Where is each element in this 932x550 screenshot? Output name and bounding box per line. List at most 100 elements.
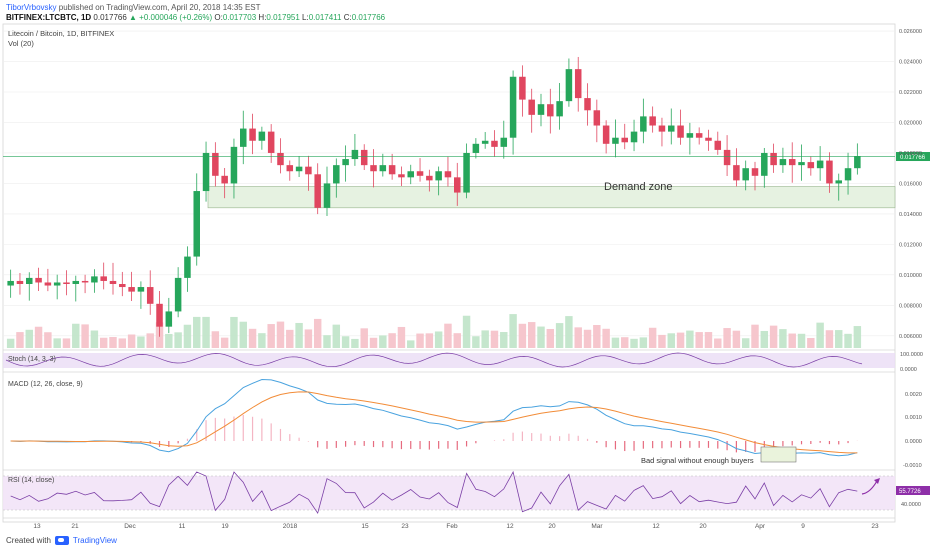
volume-bar xyxy=(295,322,303,348)
candle-body xyxy=(119,284,126,288)
candle-body xyxy=(63,282,70,284)
symbol-name: BITFINEX:LTCBTC, 1D xyxy=(6,13,92,22)
volume-bars xyxy=(6,314,862,348)
candle-body xyxy=(146,287,154,304)
candle-body xyxy=(547,104,554,117)
candle-body xyxy=(602,125,610,144)
price-tick-label: 0.016000 xyxy=(899,181,922,187)
macd-series xyxy=(10,378,858,457)
time-tick-label: Dec xyxy=(124,523,136,530)
price-tick-label: 0.026000 xyxy=(899,29,922,35)
volume-bar xyxy=(230,316,238,348)
price-tick-label: 0.018000 xyxy=(899,151,922,157)
volume-bar xyxy=(248,328,257,348)
time-tick-label: 20 xyxy=(699,523,707,530)
last-price-line: 0.017766 xyxy=(3,152,930,162)
volume-bar xyxy=(695,332,703,348)
candle-body xyxy=(53,282,61,286)
volume-bar xyxy=(34,326,43,348)
rsi-value-tag xyxy=(896,486,930,495)
volume-bar xyxy=(853,326,862,348)
last-price: 0.017766 xyxy=(93,13,127,22)
volume-bar xyxy=(332,324,341,348)
volume-bar xyxy=(379,335,387,348)
time-tick-label: 11 xyxy=(179,523,186,530)
volume-bar xyxy=(239,321,247,348)
stoch-label: Stoch (14, 3, 3) xyxy=(8,356,56,363)
candle-body xyxy=(779,159,787,166)
volume-bar xyxy=(537,326,545,348)
time-tick-label: 13 xyxy=(33,523,41,530)
price-change: ▲ +0.000046 (+0.26%) xyxy=(129,13,213,22)
candle-body xyxy=(649,116,656,126)
volume-bar xyxy=(807,337,815,348)
volume-bar xyxy=(630,338,638,348)
volume-bar xyxy=(44,332,52,348)
candle-body xyxy=(426,175,433,181)
time-tick-label: 9 xyxy=(801,523,805,530)
created-with: Created with xyxy=(6,536,51,545)
candle-body xyxy=(844,168,852,181)
volume-bar xyxy=(220,337,229,348)
rsi-line xyxy=(10,470,858,515)
volume-bar xyxy=(797,333,806,348)
close-label: C: xyxy=(343,13,352,22)
candle-body xyxy=(798,162,805,166)
candle-body xyxy=(761,152,768,176)
volume-bar xyxy=(90,330,99,348)
volume-bar xyxy=(453,333,461,348)
candle-body xyxy=(370,165,377,172)
volume-bar xyxy=(565,316,573,348)
rsi-path xyxy=(10,470,858,515)
candle-body xyxy=(295,166,303,172)
price-tick-label: 0.006000 xyxy=(899,334,922,340)
candle-body xyxy=(593,110,601,126)
volume-bar xyxy=(53,338,61,348)
volume-bar xyxy=(388,333,396,348)
candle-body xyxy=(137,287,145,292)
time-tick-label: Feb xyxy=(446,523,458,530)
rsi-tick-40: 40.0000 xyxy=(901,502,921,508)
volume-bar xyxy=(323,335,331,348)
volume-bar xyxy=(360,328,368,348)
tradingview-link[interactable]: TradingView xyxy=(72,536,117,545)
rsi-label: RSI (14, close) xyxy=(8,477,54,484)
time-tick-label: 12 xyxy=(506,523,514,530)
candle-body xyxy=(360,149,368,166)
candle-body xyxy=(454,177,461,193)
time-tick-label: 21 xyxy=(71,523,79,530)
candle-body xyxy=(807,162,815,169)
candle-body xyxy=(277,152,284,166)
author-link[interactable]: TiborVrbovsky xyxy=(6,3,57,12)
time-tick-label: 19 xyxy=(221,523,229,530)
time-axis[interactable]: 13 21 Dec 11 19 2018 15 23 Feb 12 20 Mar 12 20 Apr 9 23 xyxy=(33,523,879,530)
volume-bar xyxy=(202,316,210,348)
price-tick-label: 0.020000 xyxy=(899,120,922,126)
volume-bar xyxy=(351,338,359,348)
price-axis[interactable]: 0.026000 0.024000 0.022000 0.020000 0.018000… xyxy=(899,29,922,340)
rsi-arrow xyxy=(861,480,878,495)
candle-body xyxy=(574,69,582,99)
volume-bar xyxy=(779,329,787,348)
candle-body xyxy=(537,104,545,115)
high-label: H: xyxy=(258,13,267,22)
candle-body xyxy=(854,156,861,169)
candle-body xyxy=(481,140,489,144)
time-tick-label: 23 xyxy=(401,523,409,530)
volume-bar xyxy=(211,331,220,348)
volume-bar xyxy=(127,334,136,348)
candle-body xyxy=(100,276,107,281)
stoch-tick-0: 0.0000 xyxy=(900,367,917,373)
time-tick-label: 23 xyxy=(871,523,879,530)
candle-body xyxy=(500,137,508,147)
symbol-line: BITFINEX:LTCBTC, 1D 0.017766 ▲ +0.000046… xyxy=(6,13,385,22)
volume-bar xyxy=(137,336,145,348)
candle-body xyxy=(686,133,694,138)
volume-bar xyxy=(146,333,154,348)
macd-tick-1: 0.0020 xyxy=(905,392,922,398)
candle-body xyxy=(342,159,349,166)
volume-bar xyxy=(555,323,564,348)
volume-bar xyxy=(676,332,685,348)
volume-bar xyxy=(425,333,434,348)
